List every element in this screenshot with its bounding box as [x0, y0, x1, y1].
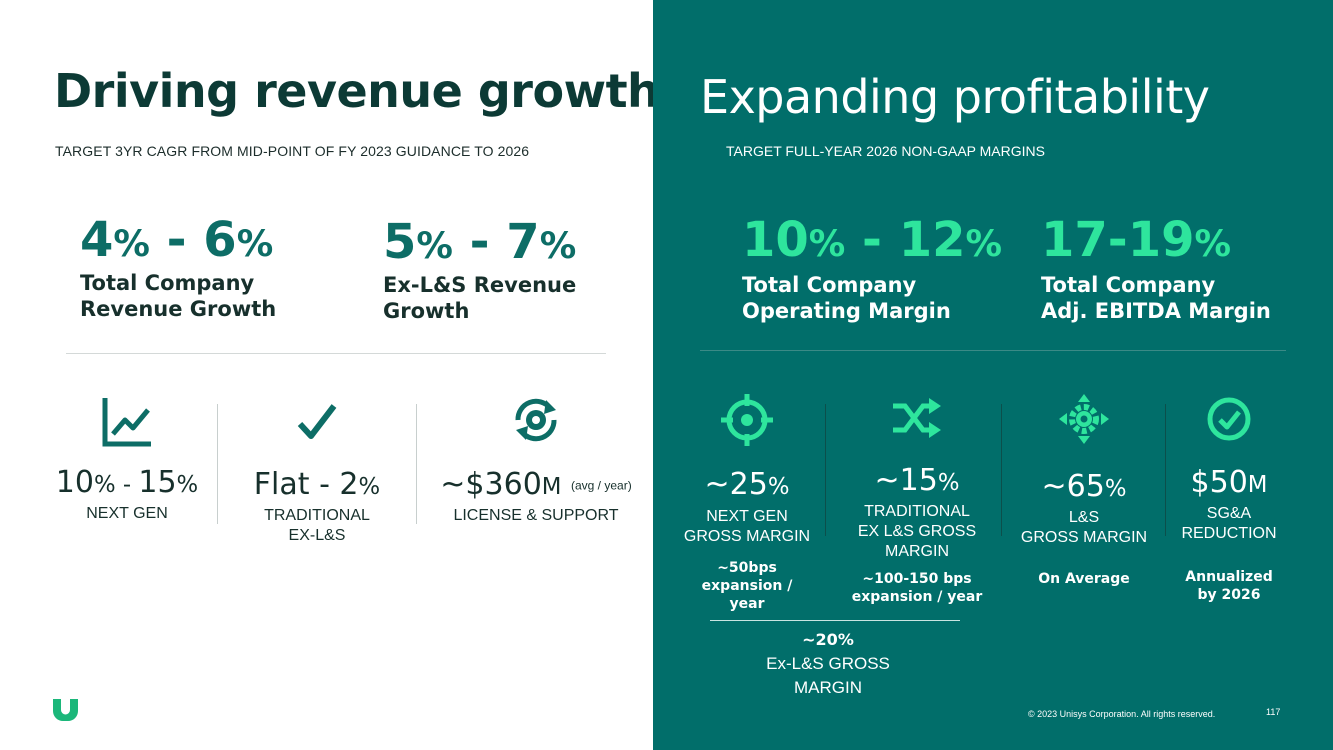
kpi-note: ~50bps expansion / year: [701, 560, 793, 612]
kpi-value: ~$360M (avg / year): [440, 467, 632, 502]
metric-value: 5% - 7%: [383, 214, 577, 270]
combined-ex-ls-gross-margin: ~20% Ex-L&S GROSS MARGIN: [718, 630, 938, 700]
page-number: 117: [1266, 707, 1281, 717]
kpi-value: Flat - 2%: [253, 467, 381, 502]
left-title: Driving revenue growth: [54, 64, 660, 118]
combined-value: ~20%: [802, 630, 854, 649]
column-divider: [825, 404, 826, 536]
kpi-caption: NEXT GEN: [86, 505, 168, 522]
headline-metric-ex-ls-revenue-growth: 5% - 7% Ex-L&S Revenue Growth: [383, 218, 576, 324]
right-panel: [653, 0, 1333, 750]
left-subtitle: TARGET 3YR CAGR FROM MID-POINT OF FY 202…: [55, 143, 530, 159]
kpi-value: $50M: [1190, 465, 1268, 500]
kpi-caption: NEXT GEN GROSS MARGIN: [683, 508, 811, 545]
metric-label: Total Company Revenue Growth: [80, 271, 277, 321]
kpi-traditional-ex-ls: Flat - 2% TRADITIONAL EX-L&S: [226, 400, 408, 546]
footer-copyright: © 2023 Unisys Corporation. All rights re…: [1028, 709, 1216, 719]
shuffle-icon: [891, 396, 943, 440]
kpi-ls-gross-margin: ~65% L&S GROSS MARGIN On Average: [1010, 392, 1158, 588]
column-divider: [1001, 404, 1002, 536]
kpi-caption: L&S GROSS MARGIN: [1020, 509, 1148, 546]
kpi-sga-reduction: $50M SG&A REDUCTION Annualized by 2026: [1170, 396, 1288, 604]
kpi-caption: TRADITIONAL EX-L&S: [264, 507, 370, 544]
kpi-caption: SG&A REDUCTION: [1181, 505, 1277, 542]
metric-value: 4% - 6%: [80, 212, 274, 268]
kpi-traditional-ex-ls-gross-margin: ~15% TRADITIONAL EX L&S GROSS MARGIN ~10…: [836, 396, 998, 606]
combined-caption: Ex-L&S GROSS MARGIN: [766, 654, 890, 697]
kpi-next-gen-gross-margin: ~25% NEXT GEN GROSS MARGIN ~50bps expans…: [672, 392, 822, 613]
kpi-note: On Average: [1038, 571, 1130, 587]
kpi-caption: LICENSE & SUPPORT: [453, 507, 619, 524]
right-subtitle: TARGET FULL-YEAR 2026 NON-GAAP MARGINS: [726, 143, 1045, 159]
gear-arrows-icon: [1057, 392, 1111, 446]
kpi-next-gen: 10% - 15% NEXT GEN: [40, 396, 214, 524]
cycle-gear-icon: [510, 394, 562, 446]
metric-value: 10% - 12%: [742, 212, 1003, 268]
kpi-value: ~65%: [1041, 469, 1127, 504]
metric-label: Ex-L&S Revenue Growth: [383, 273, 577, 323]
combined-bracket-line: [710, 620, 960, 621]
headline-metric-operating-margin: 10% - 12% Total Company Operating Margin: [742, 216, 1002, 324]
line-chart-icon: [101, 396, 153, 448]
metric-label: Total Company Operating Margin: [742, 273, 951, 323]
unisys-logo-icon: [53, 699, 78, 726]
kpi-caption: TRADITIONAL EX L&S GROSS MARGIN: [857, 503, 977, 560]
kpi-note: ~100-150 bps expansion / year: [851, 571, 983, 605]
target-icon: [719, 392, 775, 448]
check-circle-icon: [1206, 396, 1252, 442]
kpi-value: ~25%: [704, 467, 790, 502]
right-title: Expanding profitability: [700, 70, 1210, 124]
checkmark-icon: [296, 400, 338, 442]
metric-value: 17-19%: [1041, 212, 1232, 268]
headline-metric-adj-ebitda-margin: 17-19% Total Company Adj. EBITDA Margin: [1041, 216, 1271, 324]
headline-metric-revenue-growth: 4% - 6% Total Company Revenue Growth: [80, 216, 276, 322]
section-divider: [66, 353, 606, 354]
kpi-note: Annualized by 2026: [1185, 569, 1273, 603]
kpi-license-support: ~$360M (avg / year) LICENSE & SUPPORT: [436, 394, 636, 526]
section-divider: [700, 350, 1286, 351]
column-divider: [416, 404, 417, 524]
column-divider: [1165, 404, 1166, 536]
metric-label: Total Company Adj. EBITDA Margin: [1041, 273, 1271, 323]
column-divider: [217, 404, 218, 524]
kpi-value: 10% - 15%: [55, 465, 199, 500]
kpi-value: ~15%: [874, 463, 960, 498]
